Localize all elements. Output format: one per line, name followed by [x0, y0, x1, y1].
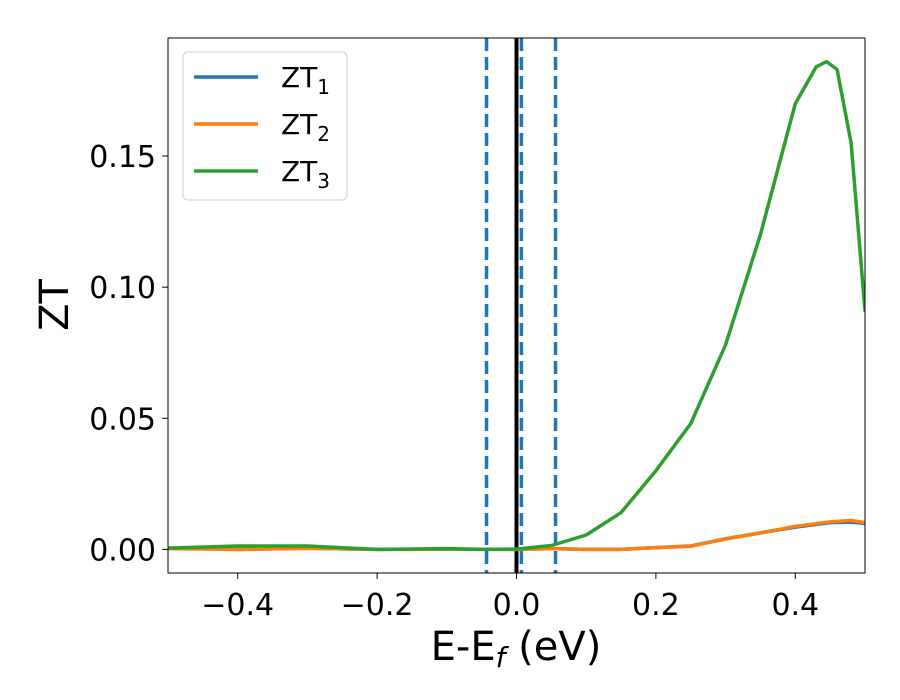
y-tick-label: 0.15	[89, 140, 156, 175]
x-axis-label-unit: (eV)	[505, 624, 601, 670]
legend: ZT1 ZT2 ZT3	[182, 51, 348, 201]
x-axis-label: E-Ef (eV)	[431, 624, 602, 674]
x-axis-label-main: E-E	[431, 624, 496, 670]
x-tick-label: −0.2	[341, 588, 414, 623]
y-tick-label: 0.10	[89, 271, 156, 306]
y-tick-label: 0.05	[89, 402, 156, 437]
legend-label-zt2: ZT2	[281, 108, 330, 146]
x-tick-label: 0.4	[771, 588, 819, 623]
series-lines	[168, 59, 865, 552]
legend-box	[182, 51, 348, 201]
y-axis-label: ZT	[32, 279, 78, 331]
y-axis-ticks: 0.00 0.05 0.10 0.15	[89, 140, 168, 568]
x-axis-ticks: −0.4 −0.2 0.0 0.2 0.4	[201, 573, 819, 623]
legend-label-zt1: ZT1	[281, 61, 330, 99]
legend-label-zt3: ZT3	[281, 155, 330, 193]
x-tick-label: −0.4	[201, 588, 274, 623]
x-tick-label: 0.2	[632, 588, 680, 623]
reference-lines	[484, 38, 558, 573]
y-tick-label: 0.00	[89, 533, 156, 568]
x-tick-label: 0.0	[493, 588, 541, 623]
series-line-zt3	[168, 59, 865, 552]
